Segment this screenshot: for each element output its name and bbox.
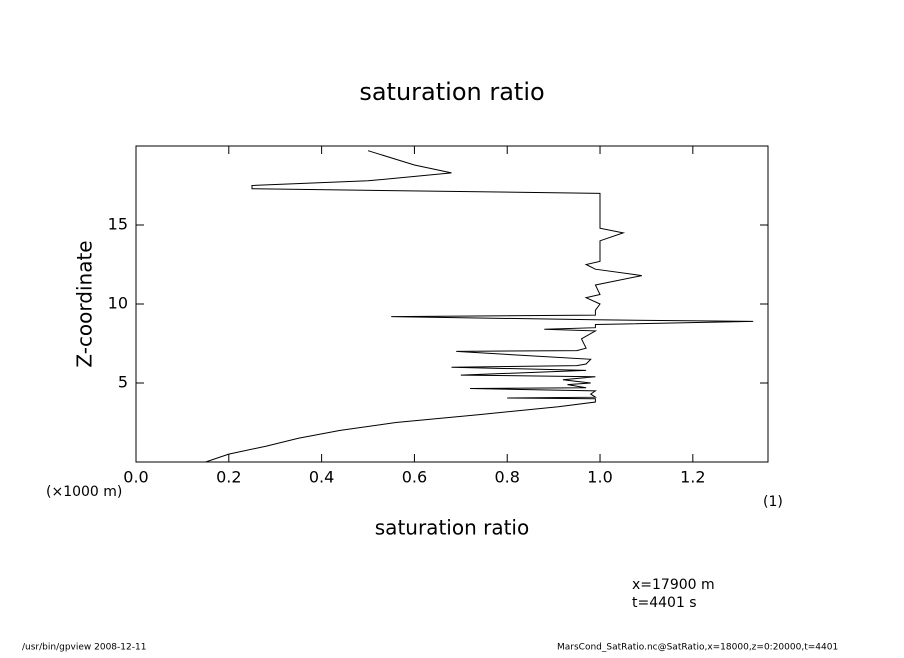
x-tick-label: 0.4: [309, 468, 334, 487]
x-axis-label: saturation ratio: [375, 516, 529, 540]
y-unit: (×1000 m): [46, 484, 122, 500]
y-tick-label: 15: [108, 215, 128, 234]
footer: /usr/bin/gpview 2008-12-11: [22, 643, 146, 653]
x-tick-label: 1.0: [587, 468, 612, 487]
footer: MarsCond_SatRatio.nc@SatRatio,x=18000,z=…: [557, 643, 838, 653]
x-unit: (1): [763, 494, 783, 510]
x-tick-label: 1.2: [680, 468, 705, 487]
x-tick-label: 0.2: [216, 468, 241, 487]
x-tick-label: 0.6: [402, 468, 427, 487]
chart-title: saturation ratio: [359, 78, 544, 106]
annotation: t=4401 s: [632, 595, 697, 611]
y-tick-label: 10: [108, 294, 128, 313]
x-tick-label: 0.8: [494, 468, 519, 487]
x-tick-label: 0.0: [123, 468, 148, 487]
y-axis-label: Z-coordinate: [73, 240, 97, 367]
profile-line: [205, 150, 754, 463]
annotation: x=17900 m: [632, 577, 715, 593]
y-tick-label: 5: [118, 373, 128, 392]
